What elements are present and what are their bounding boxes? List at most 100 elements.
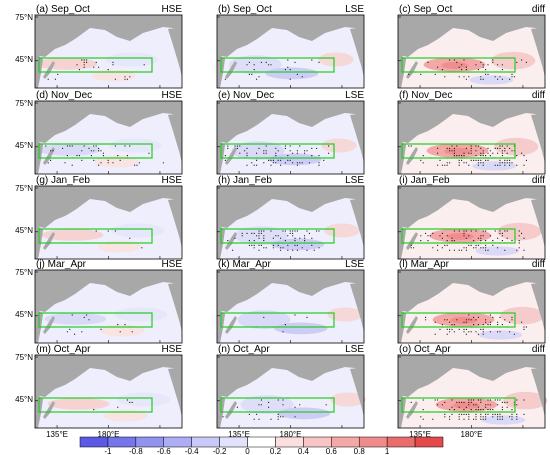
- region-box: [220, 57, 335, 73]
- region-box: [401, 228, 516, 244]
- land-north-america: [350, 113, 364, 163]
- land-japan: [43, 232, 55, 250]
- colorbar-tick-label: -0.8: [129, 447, 143, 455]
- panel-field-label: LSE: [345, 175, 364, 186]
- anomaly-patch: [47, 398, 110, 410]
- colorbar-bin: [107, 436, 137, 448]
- colorbar-bin: [303, 436, 332, 448]
- anomaly-patch: [441, 61, 468, 69]
- land-japan: [43, 401, 55, 419]
- anomaly-patch: [114, 307, 168, 322]
- region-box: [401, 57, 516, 73]
- region-box: [38, 57, 153, 73]
- lon-tick-label: 180°E: [280, 430, 302, 439]
- colorbar-tick-label: -0.6: [157, 447, 171, 455]
- land-north-america: [531, 198, 545, 248]
- map-panel-m: (m) Oct_Apr HSE 75°N 45°N 135°E 180°E: [15, 344, 183, 439]
- panel-field-label: diff: [532, 4, 545, 15]
- land-north-america: [350, 27, 364, 77]
- anomaly-patch: [491, 51, 536, 70]
- colorbar-tick-label: -0.4: [185, 447, 199, 455]
- land-asia-alaska: [398, 15, 545, 57]
- land-japan: [406, 232, 418, 250]
- region-box: [38, 312, 153, 328]
- region-box: [38, 228, 153, 244]
- anomaly-patch: [103, 409, 148, 422]
- colorbar-tick-label: 0.2: [270, 447, 282, 455]
- anomaly-patch: [97, 240, 142, 253]
- anomaly-patch: [105, 52, 159, 67]
- land-japan: [43, 147, 55, 165]
- colorbar-tick-label: 0.6: [326, 447, 338, 455]
- land-asia-alaska: [217, 355, 364, 397]
- colorbar-bin: [219, 436, 248, 448]
- anomaly-patch: [41, 229, 104, 241]
- anomaly-patch: [94, 155, 139, 168]
- lat-tick-label: 45°N: [15, 141, 33, 150]
- map-panel-n: (n) Oct_Apr LSE 135°E 180°E: [216, 344, 366, 439]
- anomaly-patch: [469, 75, 514, 85]
- lat-tick-label: 75°N: [15, 268, 33, 277]
- panel-title: (j) Mar_Apr: [36, 259, 87, 270]
- lon-tick-label: 135°E: [46, 430, 68, 439]
- anomaly-patch: [481, 415, 526, 425]
- anomaly-patch: [265, 67, 319, 80]
- land-asia-alaska: [217, 270, 364, 312]
- land-asia-alaska: [398, 101, 545, 143]
- map-panel-j: (j) Mar_Apr HSE 75°N 45°N: [15, 259, 183, 344]
- anomaly-patch: [237, 310, 291, 329]
- land-asia-alaska: [398, 270, 545, 312]
- map-panel-h: (h) Jan_Feb LSE: [216, 175, 365, 260]
- panel-title: (n) Oct_Apr: [218, 344, 270, 355]
- land-asia-alaska: [35, 355, 182, 397]
- anomaly-patch: [500, 306, 545, 325]
- anomaly-patch: [111, 223, 165, 238]
- panel-field-label: LSE: [345, 259, 364, 270]
- land-japan: [225, 401, 237, 419]
- lat-tick-label: 45°N: [15, 310, 33, 319]
- land-north-america: [531, 367, 545, 417]
- anomaly-patch: [447, 232, 474, 240]
- land-japan: [225, 232, 237, 250]
- anomaly-patch: [234, 226, 288, 245]
- anomaly-patch: [497, 222, 542, 241]
- panel-title: (i) Jan_Feb: [399, 175, 450, 186]
- anomaly-patch: [324, 223, 360, 238]
- lon-tick-label: 135°E: [228, 430, 250, 439]
- colorbar-bin: [191, 436, 220, 448]
- land-japan: [43, 316, 55, 334]
- colorbar-bin: [79, 436, 109, 448]
- land-north-america: [350, 282, 364, 332]
- map-panel-d: (d) Nov_Dec HSE 75°N 45°N: [15, 90, 183, 175]
- colorbar-bin: [414, 436, 444, 448]
- colorbar-bin: [358, 436, 388, 448]
- anomaly-patch: [321, 138, 357, 153]
- panel-title: (k) Mar_Apr: [218, 259, 271, 270]
- colorbar: -1 -0.8 -0.6 -0.4 -0.2 0 0.2 0.4 0.6 0.8 1: [79, 436, 444, 455]
- panel-field-label: diff: [532, 175, 545, 186]
- anomaly-patch: [475, 246, 520, 256]
- land-japan: [406, 147, 418, 165]
- map-panel-f: (f) Nov_Dec diff: [397, 90, 546, 175]
- land-north-america: [531, 113, 545, 163]
- panel-field-label: HSE: [161, 259, 182, 270]
- region-box: [401, 312, 516, 328]
- land-japan: [406, 401, 418, 419]
- map-panel-l: (l) Mar_Apr diff: [397, 259, 546, 344]
- lat-tick-label: 45°N: [15, 395, 33, 404]
- region-box: [220, 228, 335, 244]
- anomaly-patch: [277, 407, 331, 420]
- map-panel-b: (b) Sep_Oct LSE: [216, 4, 365, 89]
- colorbar-bin: [247, 436, 276, 448]
- land-north-america: [350, 198, 364, 248]
- colorbar-tick-label: -0.2: [213, 447, 227, 455]
- panel-field-label: HSE: [161, 344, 182, 355]
- colorbar-tick-label: 0: [245, 447, 250, 455]
- anomaly-patch: [117, 392, 171, 407]
- panel-field-label: LSE: [345, 344, 364, 355]
- region-box: [220, 143, 335, 159]
- map-panel-g: (g) Jan_Feb HSE 75°N 45°N: [15, 175, 183, 260]
- land-asia-alaska: [35, 186, 182, 228]
- land-asia-alaska: [217, 186, 364, 228]
- anomaly-patch: [450, 316, 477, 324]
